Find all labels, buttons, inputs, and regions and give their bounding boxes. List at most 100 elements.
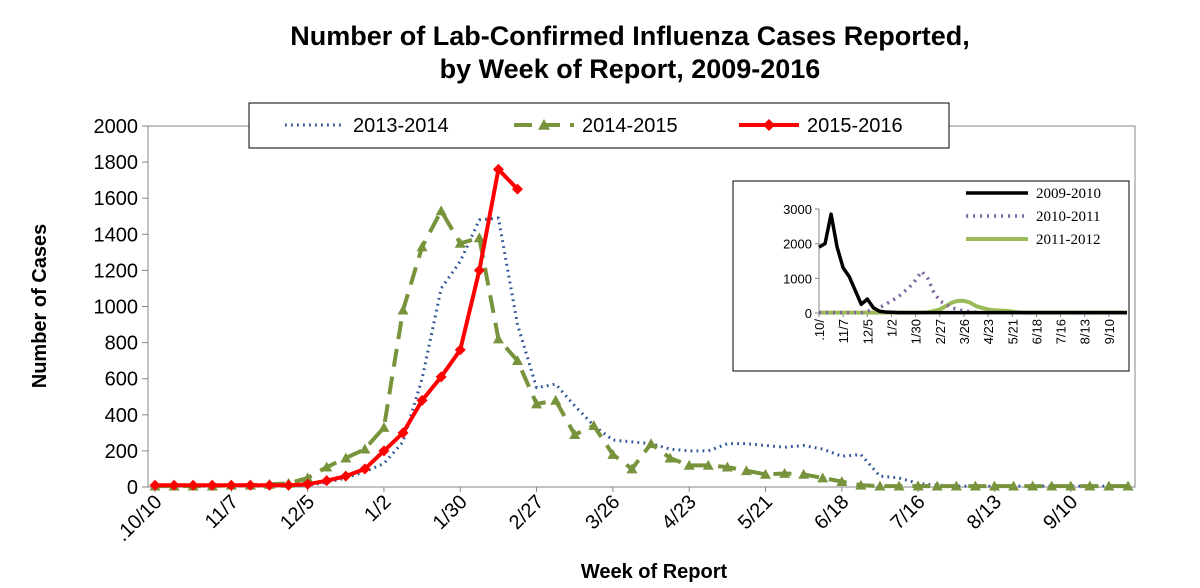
data-point-2014-2015 (779, 467, 791, 478)
data-point-2015-2016 (149, 479, 161, 491)
y-tick-label: 400 (105, 405, 138, 427)
inset-y-tick-label: 1000 (783, 271, 812, 286)
data-point-2014-2015 (874, 480, 886, 491)
inset-x-tick-label: 1/2 (884, 319, 899, 337)
data-point-2014-2015 (760, 468, 772, 479)
data-point-2014-2015 (645, 438, 657, 449)
y-tick-label: 1400 (94, 224, 139, 246)
data-point-2015-2016 (378, 445, 390, 457)
data-point-2014-2015 (721, 461, 733, 472)
data-point-2014-2015 (1027, 480, 1039, 491)
legend-marker-2015-2016 (763, 119, 775, 131)
x-tick-label: 12/5 (276, 491, 319, 534)
y-tick-label: 1600 (94, 188, 139, 210)
series-2015-2016 (149, 163, 523, 491)
inset-y-tick-label: 2000 (783, 237, 812, 252)
x-tick-label: .10/10 (112, 491, 167, 546)
y-tick-label: 600 (105, 369, 138, 391)
legend-box (248, 102, 950, 149)
inset-x-tick-label: .10/ (812, 319, 827, 341)
data-point-2015-2016 (244, 479, 256, 491)
data-point-2014-2015 (378, 421, 390, 432)
data-point-2014-2015 (511, 355, 523, 366)
data-point-2015-2016 (359, 463, 371, 475)
data-point-2014-2015 (931, 480, 943, 491)
data-point-2014-2015 (798, 468, 810, 479)
data-point-2015-2016 (206, 479, 218, 491)
inset-x-tick-label: 1/30 (909, 319, 924, 344)
x-tick-label: 7/16 (887, 491, 930, 534)
y-tick-label: 1000 (94, 297, 139, 319)
data-point-2014-2015 (893, 480, 905, 491)
data-point-2015-2016 (416, 394, 428, 406)
inset-x-tick-label: 7/16 (1054, 319, 1069, 344)
data-point-2014-2015 (988, 480, 1000, 491)
inset-legend-label: 2011-2012 (1036, 232, 1100, 248)
data-point-2015-2016 (187, 479, 199, 491)
data-point-2015-2016 (340, 470, 352, 482)
data-point-2015-2016 (283, 479, 295, 491)
data-point-2015-2016 (225, 479, 237, 491)
data-point-2015-2016 (263, 479, 275, 491)
legend-marker-2014-2015 (538, 119, 550, 130)
y-tick-label: 1800 (94, 152, 139, 174)
data-point-2014-2015 (912, 480, 924, 491)
data-point-2014-2015 (531, 398, 543, 409)
inset-legend-label: 2010-2011 (1036, 209, 1100, 225)
data-point-2014-2015 (1084, 480, 1096, 491)
main-legend: 2013-2014 2014-2015 2015-2016 (248, 102, 950, 149)
inset-y-tick-label: 0 (805, 306, 812, 321)
x-tick-label: 1/30 (429, 491, 472, 534)
x-tick-label: 3/26 (581, 491, 624, 534)
inset-x-tick-label: 8/13 (1078, 319, 1093, 344)
inset-y-tick-label: 3000 (783, 202, 812, 217)
data-point-2014-2015 (740, 465, 752, 476)
data-point-2014-2015 (1046, 480, 1058, 491)
chart-title: Number of Lab-Confirmed Influenza Cases … (0, 20, 1200, 86)
x-tick-label: 2/27 (505, 491, 548, 534)
y-tick-label: 2000 (94, 116, 139, 138)
x-tick-label: 9/10 (1039, 491, 1082, 534)
y-tick-label: 1200 (94, 260, 139, 282)
data-point-2014-2015 (702, 459, 714, 470)
inset-x-tick-label: 11/7 (836, 319, 851, 343)
data-point-2015-2016 (397, 427, 409, 439)
legend-label: 2015-2016 (807, 115, 903, 137)
data-point-2014-2015 (416, 241, 428, 252)
inset-x-tick-label: 5/21 (1005, 319, 1020, 344)
data-point-2014-2015 (836, 476, 848, 486)
data-point-2014-2015 (969, 480, 981, 491)
data-point-2014-2015 (1103, 480, 1115, 491)
x-tick-label: 11/7 (201, 491, 243, 533)
data-point-2015-2016 (321, 475, 333, 487)
data-point-2014-2015 (454, 237, 466, 248)
data-point-2014-2015 (588, 420, 600, 431)
data-point-2014-2015 (473, 232, 485, 243)
main-series (149, 163, 1134, 491)
x-axis-title: Week of Report (581, 561, 728, 583)
data-point-2015-2016 (511, 183, 523, 195)
inset-x-tick-label: 9/10 (1102, 319, 1117, 344)
data-point-2014-2015 (359, 443, 371, 454)
data-point-2014-2015 (1008, 480, 1020, 491)
data-point-2014-2015 (321, 461, 333, 472)
y-tick-label: 200 (105, 441, 138, 463)
data-point-2014-2015 (1065, 480, 1077, 491)
data-point-2014-2015 (950, 480, 962, 491)
legend-label: 2014-2015 (582, 115, 678, 137)
y-tick-label: 800 (105, 333, 138, 355)
inset-series-line-2009-2010 (818, 212, 1127, 315)
data-point-2014-2015 (664, 452, 676, 463)
y-axis-title: Number of Cases (29, 224, 51, 389)
data-point-2015-2016 (492, 163, 504, 175)
x-tick-label: 6/18 (810, 491, 853, 534)
inset-frame (732, 180, 1130, 372)
x-tick-label: 1/2 (360, 491, 395, 526)
inset-chart: 0 1000 2000 3000 .10/11/7 12/5 1/2 1/30 2/27 3/26… (732, 180, 1130, 372)
x-tick-label: 5/21 (734, 491, 777, 534)
inset-legend-label: 2009-2010 (1036, 186, 1101, 202)
legend-label: 2013-2014 (353, 115, 449, 137)
y-tick-label: 0 (127, 477, 138, 499)
data-point-2014-2015 (569, 429, 581, 440)
